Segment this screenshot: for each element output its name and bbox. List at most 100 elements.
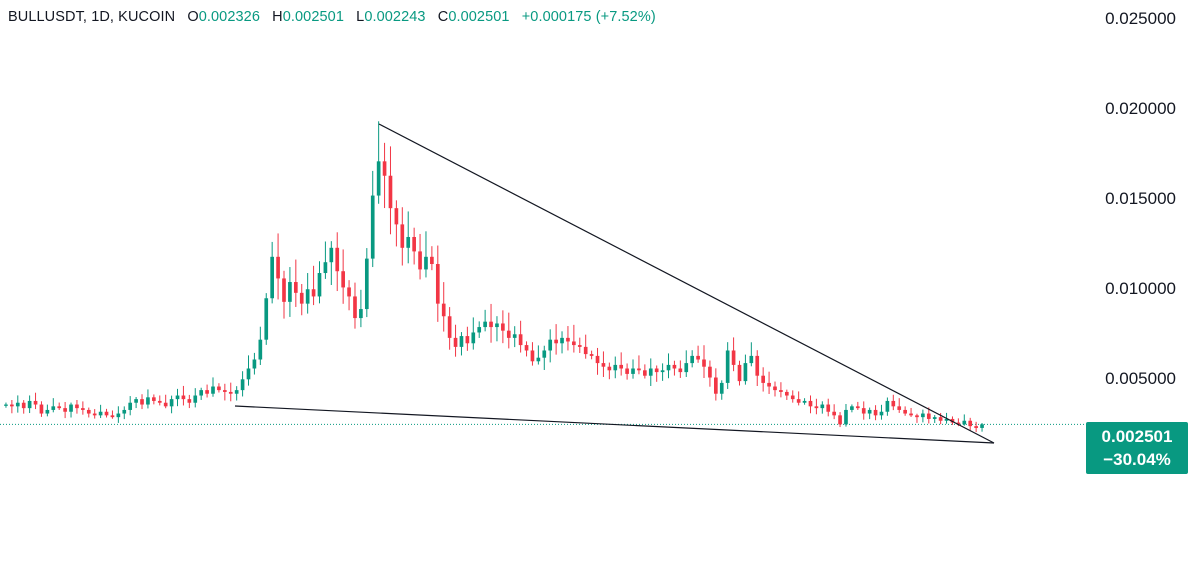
candle-body bbox=[589, 354, 594, 356]
candle-body bbox=[879, 411, 884, 416]
candle-body bbox=[672, 364, 677, 369]
candle-body bbox=[276, 256, 280, 279]
candle-body bbox=[116, 413, 121, 418]
candle-body bbox=[335, 247, 340, 272]
candle-body bbox=[909, 413, 913, 416]
candle-body bbox=[873, 409, 878, 416]
candle-body bbox=[140, 399, 144, 405]
candle-body bbox=[311, 289, 316, 297]
candle-body bbox=[430, 256, 434, 265]
candle-body bbox=[921, 413, 925, 418]
candle-body bbox=[583, 346, 588, 355]
candle-body bbox=[938, 417, 943, 421]
candle-body bbox=[264, 298, 269, 340]
candle-body bbox=[731, 350, 736, 365]
candle-body bbox=[447, 316, 452, 338]
candle-body bbox=[536, 357, 541, 362]
candle-body bbox=[81, 408, 85, 410]
candle-body bbox=[21, 402, 26, 409]
candle-body bbox=[45, 409, 50, 414]
candle-body bbox=[802, 400, 807, 403]
candle-body bbox=[530, 350, 535, 362]
candle-body bbox=[666, 364, 671, 371]
candle-body bbox=[110, 415, 115, 418]
candle-body bbox=[501, 323, 505, 331]
candle-body bbox=[761, 375, 765, 383]
candle-body bbox=[394, 208, 399, 225]
candle-body bbox=[406, 236, 411, 248]
high-value: 0.002501 bbox=[282, 9, 344, 25]
candle-body bbox=[75, 404, 79, 409]
y-tick-label: 0.015000 bbox=[1105, 189, 1176, 209]
candle-body bbox=[424, 256, 428, 270]
candle-body bbox=[98, 411, 103, 416]
candle-body bbox=[152, 397, 156, 401]
candle-body bbox=[719, 382, 724, 394]
last-price-tag: 0.002501 −30.04% bbox=[1086, 422, 1188, 474]
candle-body bbox=[483, 321, 487, 328]
close-value: 0.002501 bbox=[448, 9, 510, 25]
candle-body bbox=[684, 363, 689, 373]
candle-body bbox=[453, 337, 458, 347]
candle-body bbox=[572, 341, 576, 346]
candle-body bbox=[270, 256, 274, 299]
candle-body bbox=[962, 420, 967, 425]
candle-body bbox=[974, 426, 978, 428]
candle-body bbox=[63, 408, 67, 412]
candle-body bbox=[749, 355, 754, 364]
candle-body bbox=[175, 395, 180, 400]
candle-body bbox=[347, 287, 351, 297]
candle-body bbox=[512, 334, 517, 338]
candle-body bbox=[435, 264, 440, 304]
candle-body bbox=[619, 364, 624, 369]
candle-body bbox=[560, 337, 564, 344]
candle-body bbox=[128, 402, 133, 410]
candle-body bbox=[885, 400, 890, 412]
candle-body bbox=[814, 406, 819, 409]
candle-body bbox=[477, 327, 482, 333]
open-value: 0.002326 bbox=[198, 9, 260, 25]
candle-body bbox=[246, 368, 251, 380]
candle-body bbox=[146, 397, 150, 405]
y-tick-label: 0.020000 bbox=[1105, 99, 1176, 119]
candle-body bbox=[69, 404, 73, 412]
candle-body bbox=[548, 339, 553, 351]
candle-body bbox=[282, 278, 286, 302]
candle-body bbox=[968, 420, 973, 427]
candle-body bbox=[654, 368, 659, 373]
candle-body bbox=[441, 303, 446, 317]
candle-body bbox=[566, 337, 570, 342]
candle-body bbox=[293, 282, 298, 293]
candle-body bbox=[57, 406, 62, 409]
chart-legend: BULLUSDT, 1D, KUCOIN O0.002326 H0.002501… bbox=[8, 9, 656, 25]
candle-body bbox=[779, 390, 783, 392]
candle-body bbox=[359, 309, 363, 319]
candle-body bbox=[489, 321, 493, 328]
candle-body bbox=[15, 402, 20, 407]
close-key: C bbox=[437, 9, 449, 25]
candle-body bbox=[897, 406, 902, 410]
candle-body bbox=[926, 413, 931, 419]
candle-body bbox=[163, 402, 168, 407]
candle-body bbox=[104, 411, 109, 416]
candle-body bbox=[861, 408, 866, 414]
candle-body bbox=[838, 415, 842, 425]
trendline bbox=[378, 123, 995, 444]
candle-body bbox=[832, 411, 836, 416]
candle-body bbox=[956, 422, 961, 425]
candle-body bbox=[820, 404, 825, 409]
candle-body bbox=[755, 355, 760, 376]
candle-body bbox=[844, 409, 848, 425]
candle-body bbox=[234, 390, 239, 394]
candle-body bbox=[122, 409, 127, 414]
candle-body bbox=[631, 368, 635, 374]
candle-body bbox=[211, 386, 215, 394]
candle-body bbox=[205, 390, 209, 394]
candle-body bbox=[743, 363, 748, 382]
y-tick-label: 0.010000 bbox=[1105, 279, 1176, 299]
candle-body bbox=[850, 406, 854, 410]
candle-body bbox=[4, 404, 8, 406]
candle-body bbox=[223, 390, 227, 392]
